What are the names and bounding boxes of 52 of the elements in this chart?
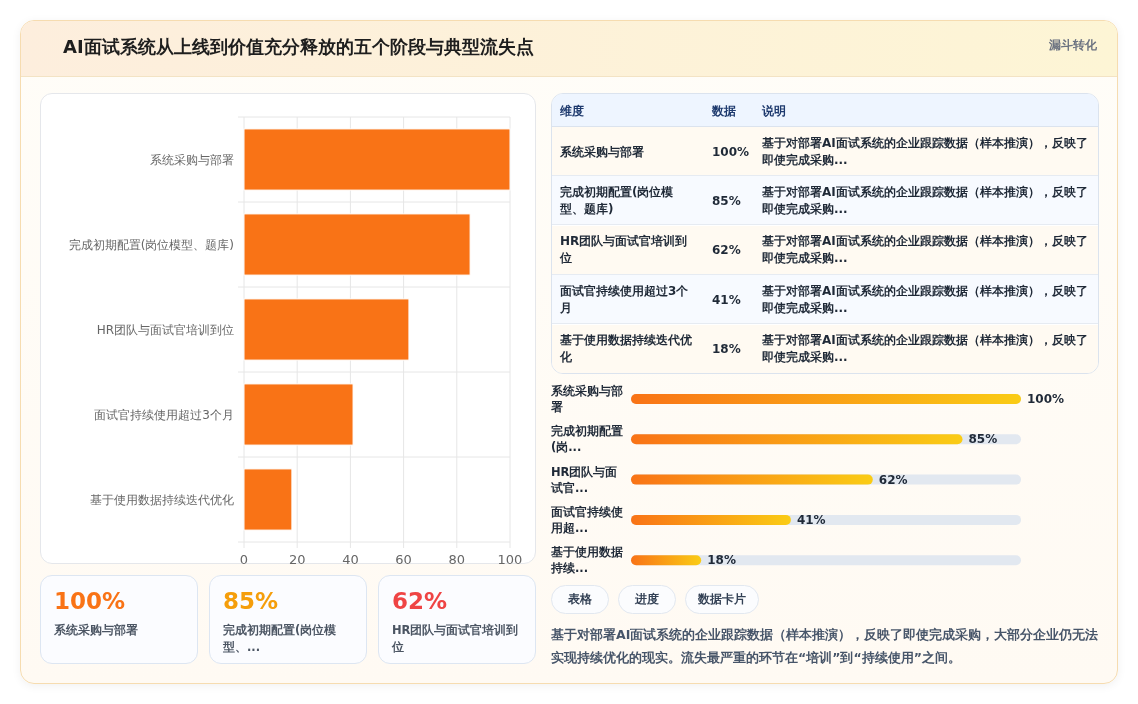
text: 85% (712, 193, 742, 208)
x-tick-label: 0 (239, 552, 249, 567)
text: 41% (712, 292, 742, 307)
text: 数据 (712, 103, 737, 120)
category-label: HR团队与面试官培训到位 (392, 622, 520, 656)
bar (243, 298, 410, 361)
data-label: 41% (796, 512, 826, 527)
y-tick-label: 系统采购与部署 (551, 383, 624, 415)
bar (243, 213, 471, 276)
y-tick-label: 系统采购与部署 (150, 152, 234, 167)
x-tick-label: 60 (395, 552, 412, 567)
text: 85% (223, 588, 279, 614)
y-tick-label: 面试官持续使用超过3个月 (94, 407, 234, 422)
x-tick-label: 20 (288, 552, 306, 567)
text: 100% (712, 144, 751, 159)
text: 基于对部署AI面试系统的企业跟踪数据（样本推演），反映了即使完成采购... (762, 282, 1089, 317)
text: 基于对部署AI面试系统的企业跟踪数据（样本推演），反映了即使完成采购，大部分企业仍无法实现持续优化的现实。流失最严重的环节在“培训”到“持续使用”之间。 (551, 626, 1100, 667)
bar (243, 383, 354, 446)
data-label: 62% (878, 472, 908, 487)
category-label: 完成初期配置(岗位模型、... (223, 622, 338, 656)
x-tick-label: 80 (448, 552, 466, 567)
data-label: 18% (707, 553, 736, 568)
text: 维度 (560, 103, 585, 120)
y-tick-label: HR团队与面试官培训到位 (96, 322, 234, 337)
text: 进度 (635, 592, 659, 606)
text: 数据卡片 (698, 592, 746, 606)
y-tick-label: 完成初期配置(岗... (551, 423, 624, 456)
x-tick-label: 100 (497, 552, 523, 567)
text: 62% (712, 243, 742, 258)
text: 100% (54, 588, 126, 614)
y-tick-label: 完成初期配置(岗位模型、题库) (68, 237, 234, 252)
bar (243, 468, 293, 531)
x-tick-label: 40 (342, 552, 359, 567)
text: 基于对部署AI面试系统的企业跟踪数据（样本推演），反映了即使完成采购... (762, 183, 1089, 218)
text: 基于对部署AI面试系统的企业跟踪数据（样本推演），反映了即使完成采购... (762, 332, 1089, 367)
y-tick-label: 基于使用数据持续... (551, 544, 624, 577)
text: 18% (712, 342, 742, 357)
data-label: 85% (968, 432, 998, 447)
data-label: 100% (1027, 392, 1065, 406)
text: 漏斗转化 (1048, 37, 1097, 54)
bar (631, 555, 702, 566)
text: 基于对部署AI面试系统的企业跟踪数据（样本推演），反映了即使完成采购... (762, 233, 1089, 268)
text: 说明 (762, 103, 787, 120)
y-tick-label: 面试官持续使用超... (551, 503, 624, 536)
y-tick-label: HR团队与面试官... (551, 463, 619, 496)
category-label: 系统采购与部署 (54, 622, 139, 639)
y-tick-label: 基于使用数据持续迭代优化 (90, 492, 234, 507)
bar (243, 128, 511, 191)
text: 表格 (568, 592, 592, 606)
text: 基于对部署AI面试系统的企业跟踪数据（样本推演），反映了即使完成采购... (762, 134, 1089, 169)
chart-title: AI面试系统从上线到价值充分释放的五个阶段与典型流失点 (63, 35, 535, 59)
text: 62% (392, 588, 448, 614)
